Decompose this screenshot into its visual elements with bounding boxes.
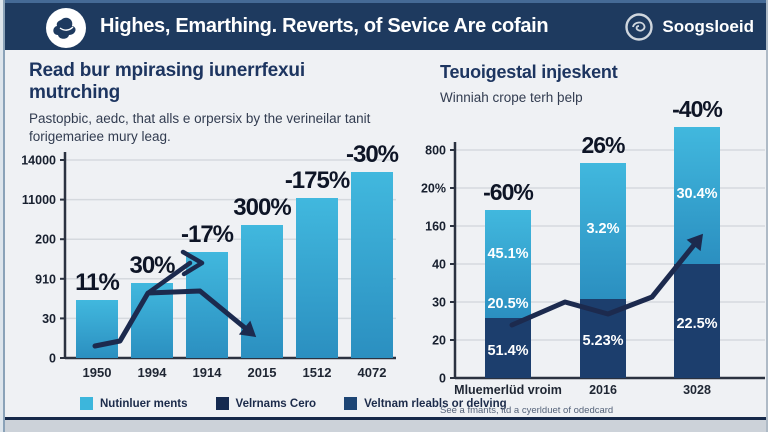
y-tick-label: 200 bbox=[35, 233, 56, 247]
trend-line bbox=[509, 237, 701, 328]
y-tick-label: 0 bbox=[49, 352, 56, 366]
x-axis-label: 1914 bbox=[193, 365, 223, 380]
legend-swatch bbox=[344, 397, 358, 410]
y-tick-label: 20% bbox=[421, 182, 446, 196]
bar-value-label: -40% bbox=[672, 96, 722, 122]
x-axis-label: 4072 bbox=[358, 365, 387, 380]
legend-swatch bbox=[215, 397, 229, 410]
y-tick-label: 800 bbox=[425, 144, 446, 158]
y-tick-label: 40 bbox=[432, 258, 446, 272]
bar-value-label: 26% bbox=[581, 132, 625, 158]
legend-item: Velrnams Cero bbox=[215, 397, 317, 410]
y-tick-label: 11000 bbox=[22, 193, 56, 207]
bar-value-label: -30% bbox=[346, 141, 399, 168]
bar-value-label: 30% bbox=[129, 252, 175, 279]
legend-swatch bbox=[80, 397, 93, 410]
footnote-text: See a fmants, itd a cyerlduet of odedcar… bbox=[440, 405, 614, 416]
left-chart-subtitle: Pastopbic, aedc, that alls e orpersix by… bbox=[29, 111, 371, 144]
legend-label: Nutinluer ments bbox=[100, 397, 188, 410]
bar-value-label: -60% bbox=[483, 179, 533, 205]
bar-value-label: -17% bbox=[181, 221, 234, 248]
x-axis-label: 2015 bbox=[248, 365, 277, 380]
segment-label: 30.4% bbox=[676, 186, 717, 202]
segment-label: 51.4% bbox=[487, 343, 528, 359]
bottom-margin bbox=[0, 420, 766, 432]
y-tick-label: 910 bbox=[35, 272, 56, 286]
bar bbox=[351, 172, 393, 358]
left-panel-heading: Read bur mpirasing iunerrfexui mutrching… bbox=[29, 60, 389, 145]
bar bbox=[76, 300, 118, 358]
bar bbox=[131, 283, 173, 358]
swirl-globe-icon bbox=[625, 12, 654, 41]
trend-arrowhead bbox=[238, 320, 257, 338]
chart-legend: Nutinluer ments Velrnams Cero Veltnam rlea… bbox=[80, 397, 507, 410]
y-tick-label: 160 bbox=[425, 220, 446, 234]
bottom-divider bbox=[0, 417, 766, 420]
trend-arrowhead bbox=[686, 233, 704, 252]
trend-branch bbox=[145, 260, 193, 296]
bar-segment-navy bbox=[674, 264, 720, 378]
x-axis-label: 3028 bbox=[683, 383, 711, 397]
bar bbox=[296, 198, 338, 358]
right-panel-heading: Teuoigestal injeskent Winniah crope terh… bbox=[440, 62, 740, 107]
header-bar: Highes, Emarthing. Reverts, of Sevice Ar… bbox=[0, 0, 766, 50]
page-title: Highes, Emarthing. Reverts, of Sevice Ar… bbox=[100, 15, 549, 37]
y-tick-label: 14000 bbox=[21, 154, 56, 168]
segment-label: 20.5% bbox=[487, 296, 528, 312]
brand-lockup: Soogsloeid bbox=[624, 3, 754, 50]
segment-label: 22.5% bbox=[676, 316, 717, 332]
segment-label: 45.1% bbox=[487, 246, 528, 262]
right-chart-title: Teuoigestal injeskent bbox=[440, 62, 618, 82]
x-axis-label: 1994 bbox=[138, 365, 168, 380]
scribble-emblem-icon bbox=[53, 17, 76, 39]
x-axis-label: Mluemerlüd vroim bbox=[454, 383, 562, 397]
y-tick-label: 0 bbox=[439, 372, 446, 386]
y-tick-label: 30 bbox=[42, 312, 56, 326]
legend-label: Velrnams Cero bbox=[235, 397, 317, 410]
legend-item: Nutinluer ments bbox=[80, 397, 188, 410]
y-tick-label: 20 bbox=[432, 334, 446, 348]
bar bbox=[241, 225, 283, 358]
legend-item: Veltnam rleabls or delving bbox=[344, 397, 507, 410]
bar-value-label: 11% bbox=[75, 269, 119, 296]
bar-value-label: -175% bbox=[285, 167, 350, 194]
x-axis-label: 2016 bbox=[589, 383, 617, 397]
x-axis-label: 1950 bbox=[83, 365, 112, 380]
right-chart-subtitle: Winniah crope terh þelp bbox=[440, 90, 583, 105]
y-tick-label: 30 bbox=[432, 296, 446, 310]
bar-segment-navy bbox=[485, 318, 531, 378]
brand-name: Soogsloeid bbox=[662, 16, 754, 36]
bar-segment-cyan bbox=[580, 163, 626, 299]
left-chart-title: Read bur mpirasing iunerrfexui mutrching bbox=[29, 60, 305, 103]
company-logo bbox=[46, 8, 86, 48]
x-axis-label: 1512 bbox=[303, 365, 332, 380]
left-edge-trim bbox=[0, 0, 6, 432]
bar-value-label: 300% bbox=[233, 194, 291, 221]
trend-chevron bbox=[180, 249, 205, 277]
bar-segment-cyan bbox=[485, 210, 531, 318]
segment-label: 5.23% bbox=[582, 333, 623, 349]
segment-label: 3.2% bbox=[586, 221, 619, 237]
legend-label: Veltnam rleabls or delving bbox=[364, 397, 507, 410]
